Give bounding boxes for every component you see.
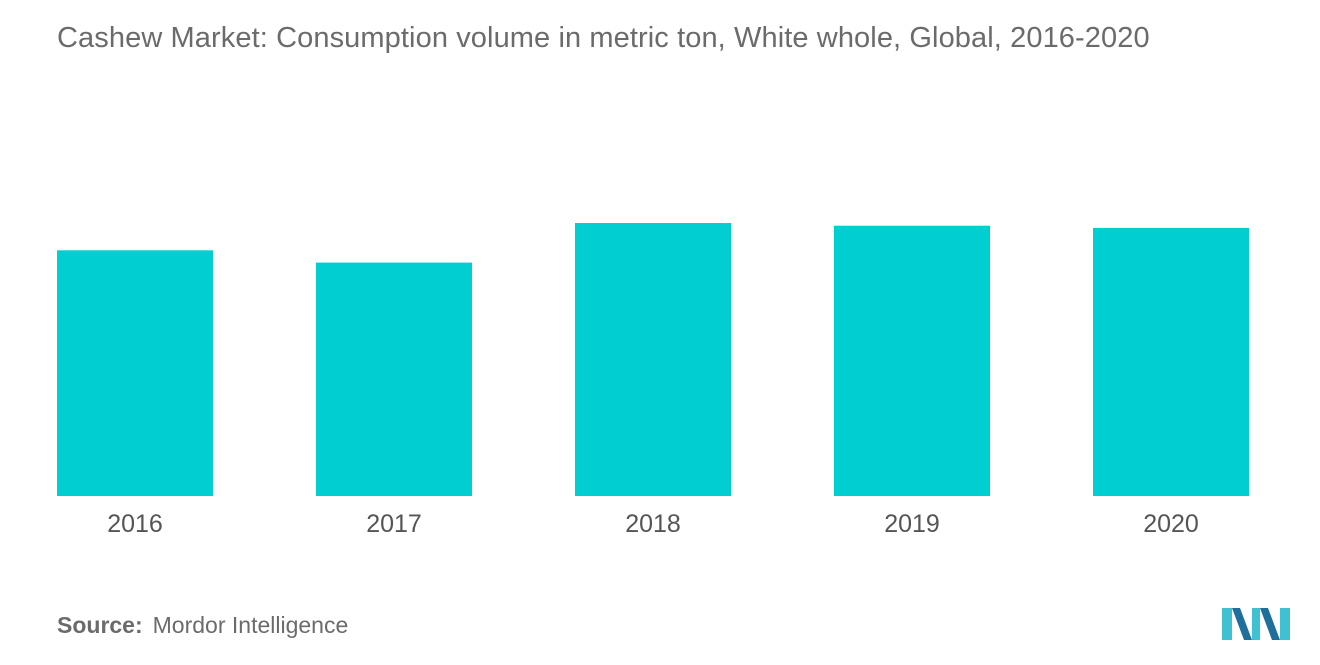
x-tick-label-2016: 2016 [107,510,163,538]
chart-title: Cashew Market: Consumption volume in met… [57,22,1150,54]
bar-2017 [316,262,472,496]
x-tick-label-2017: 2017 [366,510,422,538]
bar-2016 [57,250,213,496]
source-text: Mordor Intelligence [152,612,349,638]
source-note: Source: Mordor Intelligence [57,612,348,639]
bar-chart: 2016 2017 2018 2019 2020 [57,223,1249,538]
bar-2020 [1093,227,1249,496]
mordor-intelligence-logo-icon [1222,608,1290,640]
source-label: Source: [57,612,143,638]
bar-2018 [575,223,731,496]
x-tick-label-2018: 2018 [625,510,681,538]
bars-group [57,223,1249,497]
bar-2019 [834,225,990,497]
x-tick-label-2020: 2020 [1143,510,1199,538]
x-axis-labels: 2016 2017 2018 2019 2020 [107,510,1199,538]
x-tick-label-2019: 2019 [884,510,940,538]
